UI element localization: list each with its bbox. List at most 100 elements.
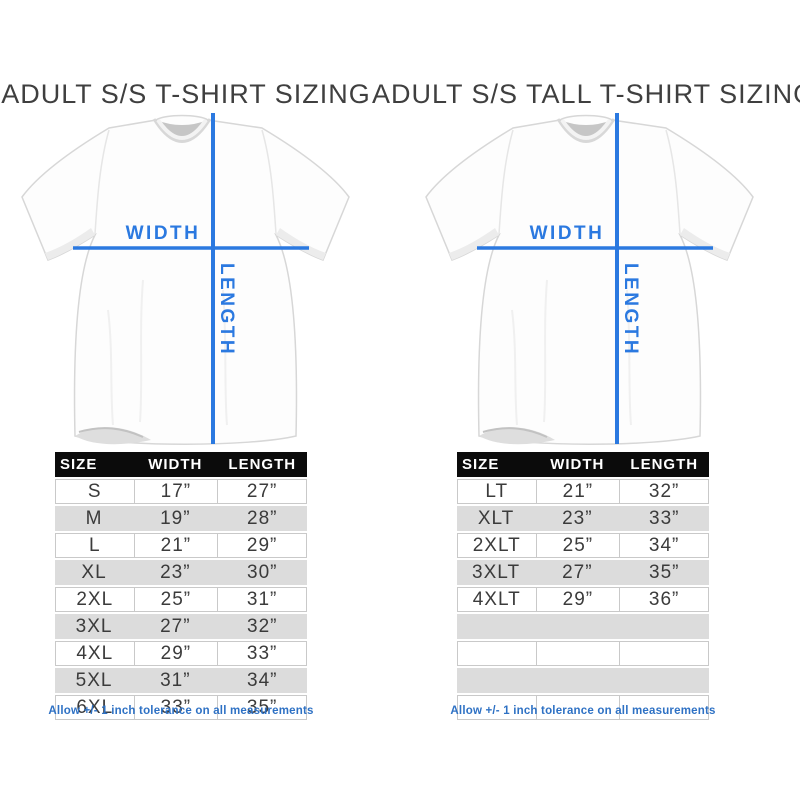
page-title-regular: ADULT S/S T-SHIRT SIZING xyxy=(1,79,371,109)
cell-length: 28” xyxy=(247,507,278,529)
cell-size: 6XL xyxy=(76,696,114,718)
header-cell-width: WIDTH xyxy=(148,456,203,473)
cell-length: 33” xyxy=(217,642,306,665)
left-cuff-shade xyxy=(449,228,499,260)
cell-length: 30” xyxy=(247,561,278,583)
cell-size: LT xyxy=(485,480,509,502)
cell-length: 34” xyxy=(247,669,278,691)
table-row: 2XL 25” 31” xyxy=(55,587,307,612)
cell-length: 35” xyxy=(649,561,680,583)
cell-size: 3XLT xyxy=(472,561,521,583)
left-cuff-shade xyxy=(45,228,95,260)
cell-size: XLT xyxy=(477,507,515,529)
cell-length xyxy=(619,642,708,665)
cell-size: S xyxy=(87,480,102,502)
cell-length xyxy=(619,696,708,719)
table-row-empty xyxy=(457,641,709,666)
header-cell-length: LENGTH xyxy=(228,456,297,473)
cell-width: 27” xyxy=(562,561,593,583)
collar-band xyxy=(556,118,616,143)
cell-length: 35” xyxy=(217,696,306,719)
right-cuff-shade xyxy=(680,228,730,260)
cell-size xyxy=(457,668,535,693)
table-row-empty xyxy=(457,614,709,639)
header-cell-size: SIZE xyxy=(462,456,500,473)
cell-width xyxy=(535,696,620,719)
table-row: 5XL 31” 34” xyxy=(55,668,307,693)
cell-size: 4XLT xyxy=(472,588,521,610)
cell-size: L xyxy=(88,534,101,556)
wrinkle xyxy=(511,309,518,426)
wrinkle xyxy=(107,309,114,426)
cell-width: 21” xyxy=(133,534,218,557)
cell-size xyxy=(458,642,536,665)
tshirt-diagram-tall: WIDTH LENGTH xyxy=(417,110,762,447)
collar-band xyxy=(152,118,212,143)
wrinkle xyxy=(626,289,632,426)
cell-size: M xyxy=(85,507,103,529)
cell-width: 31” xyxy=(160,669,191,691)
cell-length: 34” xyxy=(619,534,708,557)
cell-size: XL xyxy=(81,561,107,583)
cell-width xyxy=(535,668,619,693)
collar-highlight xyxy=(156,118,208,140)
cell-width xyxy=(535,642,620,665)
cell-width: 25” xyxy=(133,588,218,611)
tshirt-graphic: WIDTH LENGTH xyxy=(21,113,350,445)
tshirt-graphic: WIDTH LENGTH xyxy=(425,113,754,445)
table-row-empty xyxy=(457,695,709,720)
hem-fold-shadow xyxy=(479,427,555,445)
tolerance-footnote: Allow +/- 1 inch tolerance on all measur… xyxy=(48,705,314,717)
table-row: 6XL 33” 35” xyxy=(55,695,307,720)
left-sleeve-seam xyxy=(498,129,514,235)
tshirt-diagram-regular: WIDTH LENGTH xyxy=(13,110,358,447)
right-sleeve-seam xyxy=(261,129,277,235)
length-label: LENGTH xyxy=(620,263,641,356)
page-title-tall: ADULT S/S TALL T-SHIRT SIZING xyxy=(372,79,800,109)
tshirt-silhouette xyxy=(425,114,754,445)
cell-width: 21” xyxy=(535,480,620,503)
left-sleeve-seam xyxy=(94,129,110,235)
width-label: WIDTH xyxy=(126,223,201,244)
cell-size: 3XL xyxy=(75,615,113,637)
cell-length: 36” xyxy=(619,588,708,611)
cell-length: 32” xyxy=(247,615,278,637)
cell-width: 27” xyxy=(160,615,191,637)
right-sleeve-seam xyxy=(665,129,681,235)
wrinkle xyxy=(139,279,144,423)
header-cell-size: SIZE xyxy=(60,456,98,473)
header-cell-width: WIDTH xyxy=(550,456,605,473)
cell-width: 29” xyxy=(535,588,620,611)
table-header-row: SIZE WIDTH LENGTH xyxy=(55,452,307,477)
tshirt-silhouette xyxy=(21,114,350,445)
table-row: XLT 23” 33” xyxy=(457,506,709,531)
table-row: 3XLT 27” 35” xyxy=(457,560,709,585)
cell-size: 2XL xyxy=(76,588,114,610)
table-row: 4XL 29” 33” xyxy=(55,641,307,666)
table-row: 2XLT 25” 34” xyxy=(457,533,709,558)
cell-width: 23” xyxy=(160,561,191,583)
cell-length xyxy=(620,614,709,639)
cell-width xyxy=(535,614,619,639)
cell-width: 23” xyxy=(562,507,593,529)
cell-width: 19” xyxy=(160,507,191,529)
cell-width: 29” xyxy=(133,642,218,665)
header-cell-length: LENGTH xyxy=(630,456,699,473)
cell-size: 2XLT xyxy=(472,534,521,556)
wrinkle xyxy=(543,279,548,423)
cell-length: 29” xyxy=(217,534,306,557)
cell-size: 4XL xyxy=(76,642,114,664)
table-row: LT 21” 32” xyxy=(457,479,709,504)
cell-width: 17” xyxy=(133,480,218,503)
cell-length: 27” xyxy=(217,480,306,503)
table-row: 3XL 27” 32” xyxy=(55,614,307,639)
cell-length: 32” xyxy=(619,480,708,503)
cell-size xyxy=(457,614,535,639)
hem-fold-shadow xyxy=(75,427,151,445)
table-row: 4XLT 29” 36” xyxy=(457,587,709,612)
cell-length: 31” xyxy=(217,588,306,611)
cell-size: 5XL xyxy=(75,669,113,691)
tolerance-footnote: Allow +/- 1 inch tolerance on all measur… xyxy=(450,705,716,717)
cell-width: 25” xyxy=(535,534,620,557)
hem-fold-line xyxy=(78,427,144,438)
